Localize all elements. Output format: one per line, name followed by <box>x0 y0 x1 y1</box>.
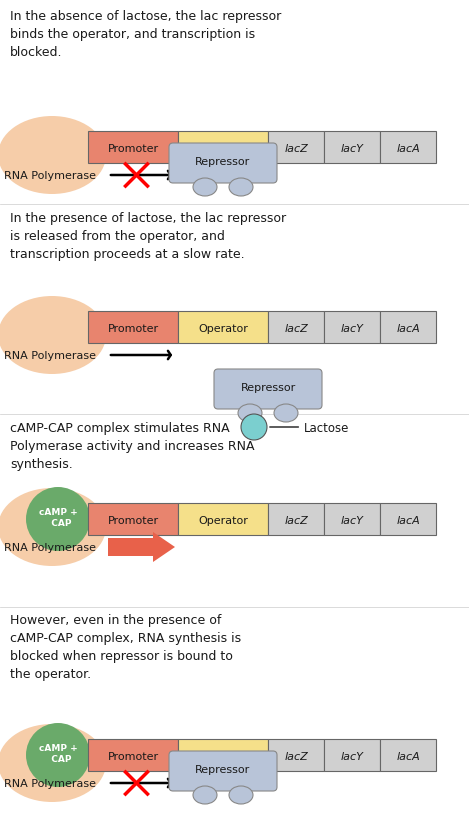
Bar <box>268 311 324 344</box>
Text: lacZ: lacZ <box>284 751 308 761</box>
Bar <box>324 503 380 536</box>
Bar <box>324 132 380 164</box>
Bar <box>380 739 436 771</box>
Bar <box>88 739 178 771</box>
Bar <box>324 311 380 344</box>
Text: cAMP-CAP complex stimulates RNA
Polymerase activity and increases RNA
synthesis.: cAMP-CAP complex stimulates RNA Polymera… <box>10 421 255 470</box>
Bar <box>380 132 436 164</box>
Text: lacA: lacA <box>396 751 420 761</box>
Text: lacY: lacY <box>340 324 363 334</box>
Text: lacZ: lacZ <box>284 324 308 334</box>
Circle shape <box>26 488 90 551</box>
Text: lacY: lacY <box>340 751 363 761</box>
Ellipse shape <box>0 489 106 566</box>
Bar <box>380 503 436 536</box>
FancyBboxPatch shape <box>169 144 277 184</box>
Bar <box>324 739 380 771</box>
Text: cAMP +
  CAP: cAMP + CAP <box>38 508 77 527</box>
Text: lacY: lacY <box>340 144 363 154</box>
Text: lacA: lacA <box>396 515 420 525</box>
Text: RNA Polymerase: RNA Polymerase <box>4 350 96 360</box>
Text: Promoter: Promoter <box>107 144 159 154</box>
Text: RNA Polymerase: RNA Polymerase <box>4 171 96 181</box>
Ellipse shape <box>229 179 253 197</box>
Circle shape <box>241 415 267 440</box>
Ellipse shape <box>0 117 106 195</box>
Ellipse shape <box>238 405 262 422</box>
Text: Promoter: Promoter <box>107 751 159 761</box>
Text: lacA: lacA <box>396 324 420 334</box>
Ellipse shape <box>274 405 298 422</box>
Bar <box>268 503 324 536</box>
Text: Promoter: Promoter <box>107 515 159 525</box>
Bar <box>178 311 268 344</box>
Bar <box>88 503 178 536</box>
FancyArrow shape <box>108 532 175 562</box>
FancyBboxPatch shape <box>169 751 277 791</box>
Ellipse shape <box>193 786 217 804</box>
Text: Promoter: Promoter <box>107 324 159 334</box>
Text: lacZ: lacZ <box>284 515 308 525</box>
Text: cAMP +
  CAP: cAMP + CAP <box>38 743 77 763</box>
Text: Operator: Operator <box>198 751 248 761</box>
Bar <box>178 739 268 771</box>
Bar <box>88 311 178 344</box>
Text: However, even in the presence of
cAMP-CAP complex, RNA synthesis is
blocked when: However, even in the presence of cAMP-CA… <box>10 614 241 680</box>
Bar <box>268 132 324 164</box>
Text: lacZ: lacZ <box>284 144 308 154</box>
Text: RNA Polymerase: RNA Polymerase <box>4 778 96 788</box>
Bar <box>380 311 436 344</box>
Bar <box>88 132 178 164</box>
Text: Repressor: Repressor <box>196 764 250 774</box>
Ellipse shape <box>229 786 253 804</box>
Text: Repressor: Repressor <box>241 383 295 392</box>
Bar <box>178 503 268 536</box>
Ellipse shape <box>0 296 106 374</box>
Text: lacY: lacY <box>340 515 363 525</box>
Text: Lactose: Lactose <box>270 421 349 434</box>
Text: Operator: Operator <box>198 515 248 525</box>
Ellipse shape <box>0 724 106 802</box>
Ellipse shape <box>193 179 217 197</box>
Bar <box>268 739 324 771</box>
Text: Operator: Operator <box>198 324 248 334</box>
Text: lacA: lacA <box>396 144 420 154</box>
Text: Repressor: Repressor <box>196 156 250 166</box>
FancyBboxPatch shape <box>214 369 322 410</box>
Text: Operator: Operator <box>198 144 248 154</box>
Text: In the presence of lactose, the lac repressor
is released from the operator, and: In the presence of lactose, the lac repr… <box>10 212 286 261</box>
Text: In the absence of lactose, the lac repressor
binds the operator, and transcripti: In the absence of lactose, the lac repre… <box>10 10 281 59</box>
Circle shape <box>26 723 90 787</box>
Text: RNA Polymerase: RNA Polymerase <box>4 542 96 552</box>
Bar <box>178 132 268 164</box>
